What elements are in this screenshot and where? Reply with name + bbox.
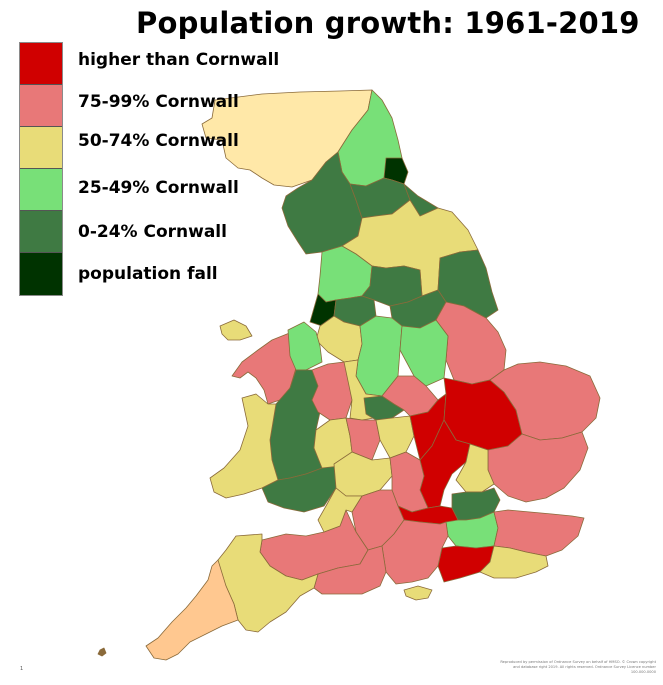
- region-anglesey: [219, 319, 253, 341]
- os-credit: Reproduced by permission of Ordnance Sur…: [496, 660, 656, 675]
- region-worcestershire: [345, 417, 381, 461]
- region-gloucestershire: [333, 451, 393, 497]
- legend-label-25-49: 25-49% Cornwall: [78, 178, 239, 198]
- legend-label-higher: higher than Cornwall: [78, 50, 280, 70]
- region-herts: [455, 443, 495, 493]
- legend-swatch-50-74: [20, 127, 62, 169]
- region-warwickshire: [375, 415, 415, 459]
- os-credit-line-1: Reproduced by permission of Ordnance Sur…: [500, 660, 656, 664]
- os-credit-line-2: and database right 2019. All rights rese…: [513, 665, 656, 674]
- page-number: 1: [20, 666, 24, 672]
- region-west-sussex: [437, 545, 495, 583]
- legend-swatch-0-24: [20, 211, 62, 253]
- legend-label-75-99: 75-99% Cornwall: [78, 92, 239, 112]
- region-scotland: [201, 89, 373, 188]
- legend-label-fall: population fall: [78, 264, 218, 284]
- region-isles-of-scilly: [97, 647, 107, 657]
- legend-label-50-74: 50-74% Cornwall: [78, 131, 239, 151]
- map-title: Population growth: 1961-2019: [136, 6, 640, 40]
- legend-swatch-75-99: [20, 85, 62, 127]
- region-south-wales: [261, 463, 337, 513]
- region-dorset: [313, 545, 387, 595]
- region-isle-of-wight: [403, 585, 433, 601]
- legend-swatch-higher: [20, 43, 62, 85]
- region-bristol: [317, 487, 363, 533]
- region-east-sussex: [479, 545, 549, 579]
- region-cornwall: [145, 559, 239, 661]
- legend-swatch-25-49: [20, 169, 62, 211]
- legend-swatches: [19, 42, 63, 296]
- region-west-wales: [209, 393, 279, 499]
- legend-label-0-24: 0-24% Cornwall: [78, 222, 227, 242]
- region-norfolk: [489, 361, 601, 441]
- region-notts: [399, 319, 449, 387]
- region-clwyd: [287, 321, 323, 371]
- legend-swatch-fall: [20, 253, 62, 295]
